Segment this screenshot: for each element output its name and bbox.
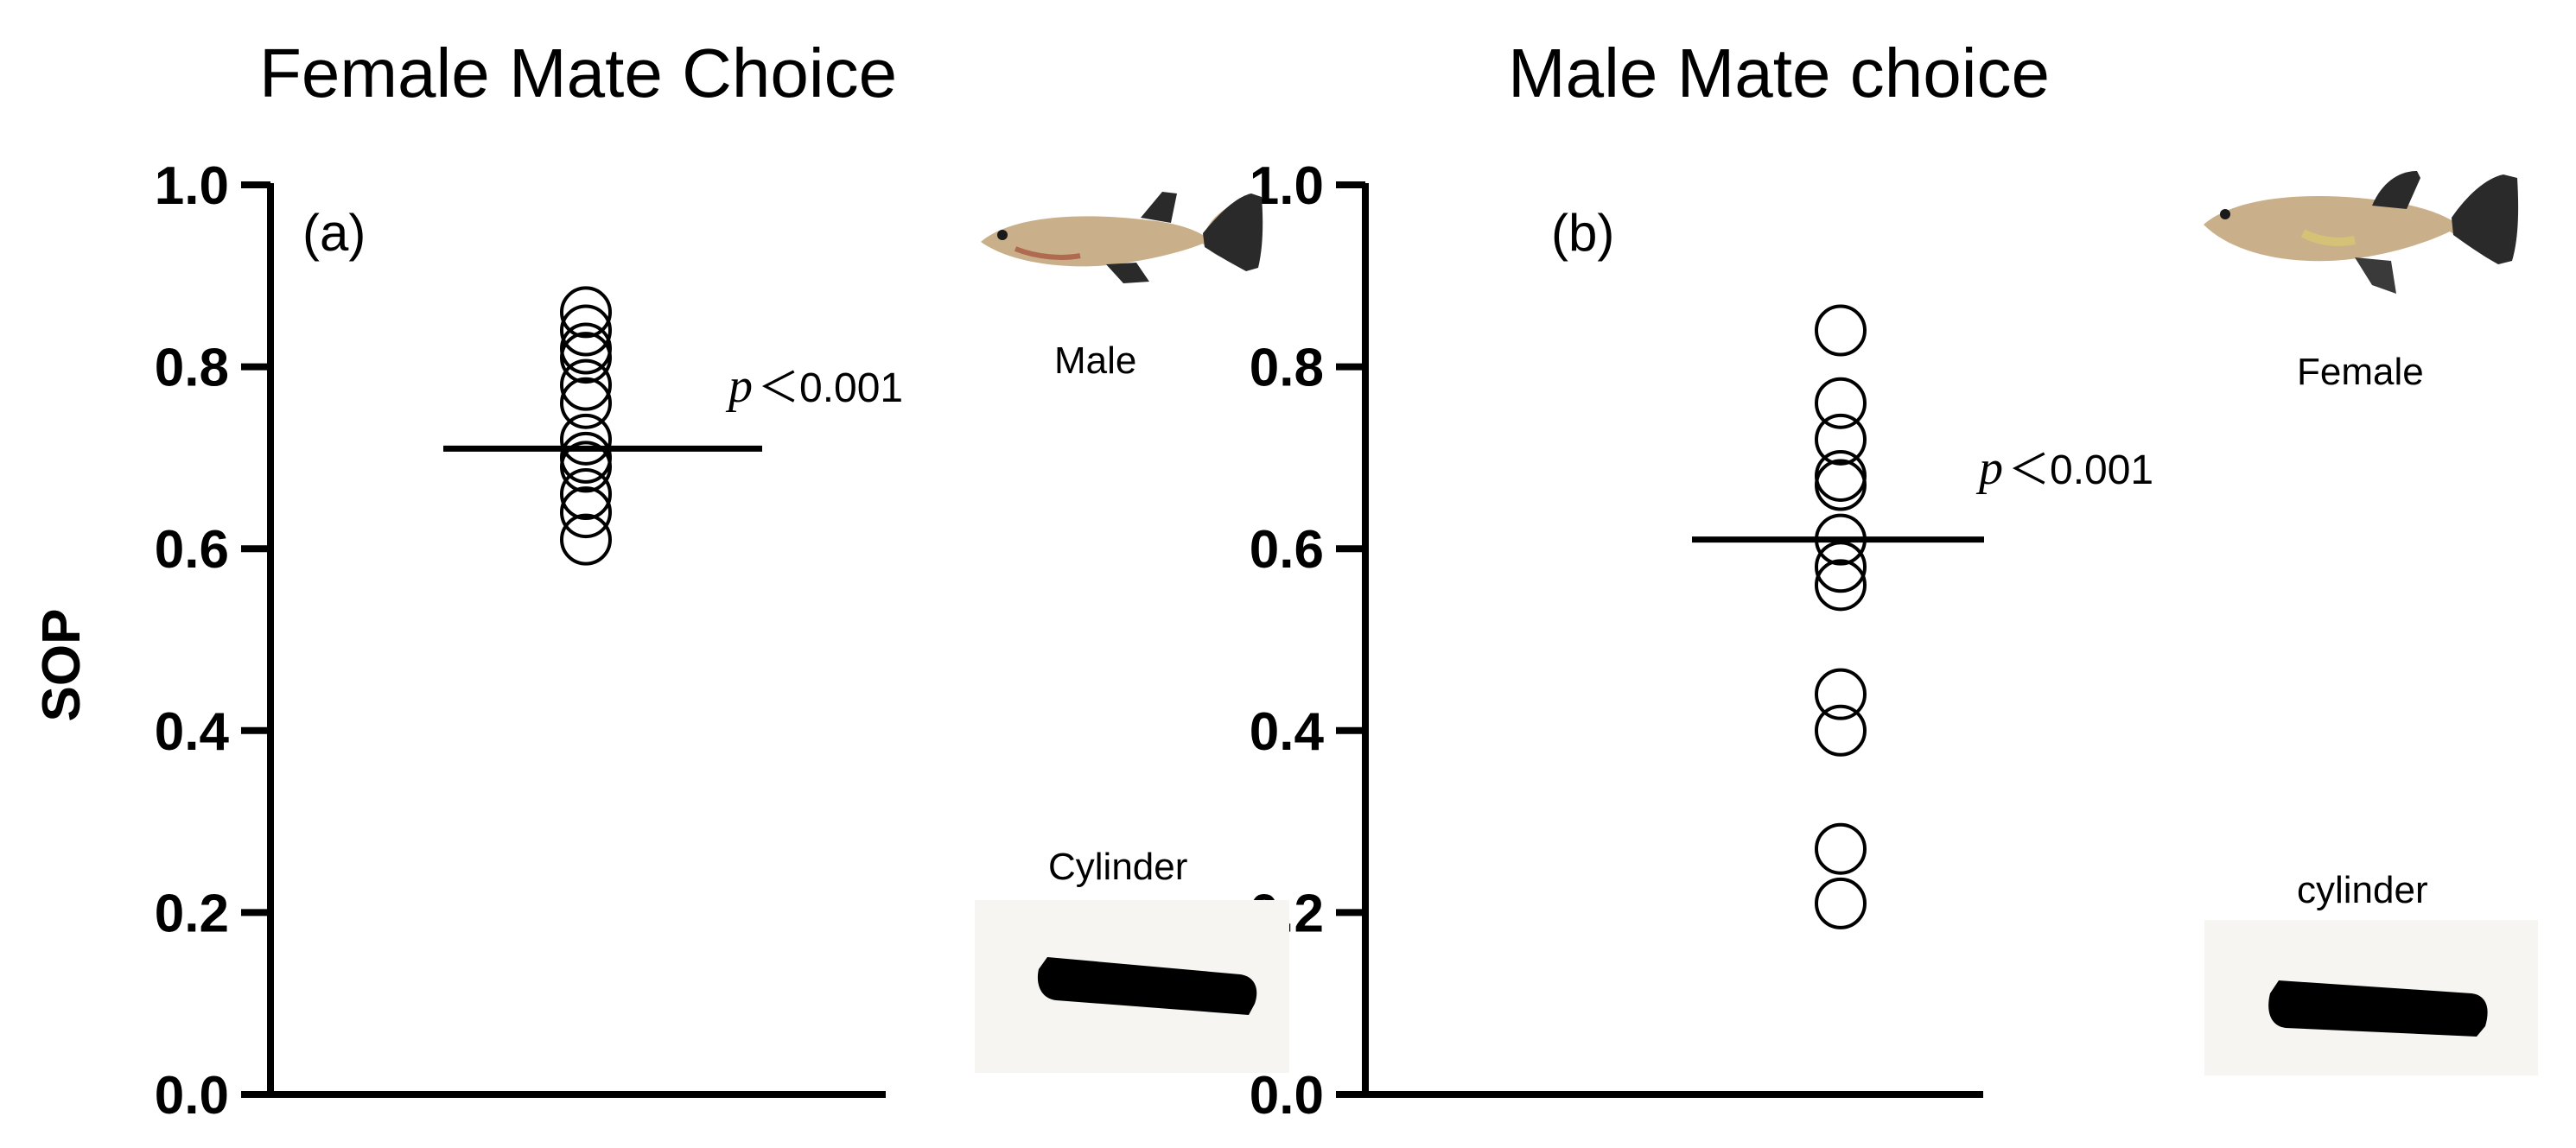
panel-a-points <box>560 286 612 566</box>
panel-a-data-point-4 <box>560 358 612 411</box>
panel-b-data-point-9 <box>1815 704 1867 757</box>
panel-a-y-tick-label-1: 0.2 <box>155 884 229 943</box>
panel-b-y-tick-label-0: 0.0 <box>1250 1066 1324 1126</box>
panel-b-data-point-11 <box>1815 877 1867 929</box>
panel-a-data-point-5 <box>560 377 612 429</box>
panel-b-stimulus-female-label: Female <box>2297 351 2424 393</box>
cylinder-icon <box>975 900 1289 1073</box>
female-fish-icon <box>2204 171 2519 294</box>
panel-b-ticks: 0.00.20.40.60.81.0 <box>1250 156 1365 1126</box>
panel-a-label: (a) <box>302 204 366 262</box>
panel-a-data-point-0 <box>560 286 612 339</box>
panel-a-pvalue-text: ＜0.001 <box>758 365 903 411</box>
panel-a-data-point-1 <box>560 304 612 357</box>
panel-b-data-point-2 <box>1815 413 1867 466</box>
panel-a-data-point-6 <box>560 413 612 466</box>
panel-a-pvalue-p: p <box>725 359 753 413</box>
panel-a-ticks: 0.0 0.2 0.4 0.6 0.8 1.0 <box>155 156 270 1126</box>
panel-b-data-point-4 <box>1815 459 1867 511</box>
panel-b-y-tick-label-4: 0.8 <box>1250 339 1324 398</box>
panel-a-pvalue: p ＜0.001 <box>725 359 903 413</box>
panel-a-y-tick-label-4: 0.8 <box>155 339 229 398</box>
panel-a-y-tick-label-5: 1.0 <box>155 156 229 216</box>
panel-a-stimulus-cylinder-label: Cylinder <box>1048 846 1187 888</box>
panel-b-data-point-10 <box>1815 822 1867 875</box>
panel-a-data-point-11 <box>560 513 612 566</box>
panel-b-stimulus-cylinder-label: cylinder <box>2297 869 2428 911</box>
panel-a-y-tick-label-3: 0.6 <box>155 520 229 580</box>
panel-a-data-point-10 <box>560 486 612 539</box>
panel-b-y-tick-label-3: 0.6 <box>1250 520 1324 580</box>
panel-b-axes <box>1362 183 1983 1098</box>
panel-b-y-tick-label-2: 0.4 <box>1250 702 1325 762</box>
cylinder-icon <box>2204 920 2538 1075</box>
panel-b-pvalue: p ＜0.001 <box>1975 441 2153 495</box>
y-axis-label: SOP <box>32 609 92 722</box>
panel-b-title: Male Mate choice <box>1508 35 2050 111</box>
panel-b-data-point-0 <box>1815 304 1867 357</box>
panel-a-axes <box>267 183 886 1098</box>
panel-b-data-point-1 <box>1815 377 1867 429</box>
panel-b-pvalue-text: ＜0.001 <box>2008 447 2153 493</box>
panel-a-data-point-8 <box>560 441 612 493</box>
panel-b-data-point-6 <box>1815 541 1867 593</box>
panel-b-label: (b) <box>1551 204 1614 262</box>
panel-b-points <box>1815 304 1867 929</box>
panel-b-data-point-8 <box>1815 668 1867 720</box>
panel-a-data-point-9 <box>560 468 612 521</box>
panel-b-data-point-7 <box>1815 559 1867 612</box>
panel-b-cylinder-shape <box>2268 980 2488 1037</box>
panel-a-title: Female Mate Choice <box>259 35 897 111</box>
panel-b-data-point-3 <box>1815 449 1867 502</box>
panel-a-data-point-3 <box>560 332 612 384</box>
panel-a-y-tick-label-2: 0.4 <box>155 702 230 762</box>
male-fish-icon <box>981 192 1263 283</box>
panel-b-pvalue-p: p <box>1975 441 2003 495</box>
panel-a-stimulus-male-label: Male <box>1054 339 1136 382</box>
panel-a-cylinder-shape <box>1037 957 1257 1015</box>
panel-a-y-tick-label-0: 0.0 <box>155 1066 229 1126</box>
